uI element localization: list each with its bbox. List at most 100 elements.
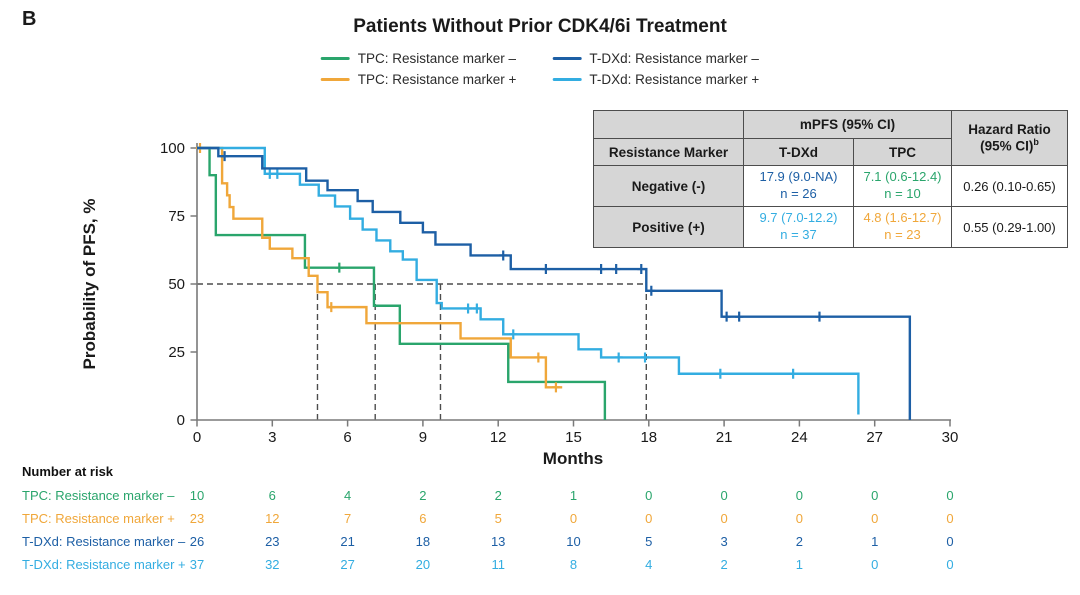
at-risk-count: 21	[340, 534, 355, 549]
marker-negative-label: Negative (-)	[593, 165, 744, 207]
tdxd-negative-mpfs: 17.9 (9.0-NA) n = 26	[743, 165, 854, 207]
at-risk-count: 0	[645, 488, 653, 503]
censor-marks-0	[335, 262, 344, 273]
at-risk-count: 0	[946, 557, 954, 572]
censor-mark	[273, 168, 282, 179]
censor-mark	[815, 311, 824, 322]
at-risk-count: 0	[720, 488, 728, 503]
at-risk-count: 0	[569, 511, 578, 526]
panel-label: B	[22, 8, 37, 30]
legend-swatch-line	[552, 56, 582, 61]
censor-mark	[220, 151, 229, 162]
censor-mark	[789, 368, 798, 379]
legend-item-2: T-DXd: Resistance marker –	[552, 51, 759, 66]
at-risk-count: 20	[415, 557, 431, 572]
censor-mark	[716, 368, 725, 379]
at-risk-count: 0	[946, 534, 954, 549]
legend-item-0: TPC: Resistance marker –	[320, 51, 517, 66]
at-risk-count: 0	[871, 488, 879, 503]
tdxd-positive-mpfs: 9.7 (7.0-12.2) n = 37	[743, 206, 854, 248]
at-risk-count: 1	[871, 534, 879, 549]
censor-mark	[464, 303, 473, 314]
at-risk-count: 11	[491, 557, 505, 572]
km-curve-1	[197, 146, 563, 389]
mpfs-value: 9.7 (7.0-12.2)	[759, 210, 838, 226]
at-risk-group-label: T-DXd: Resistance marker –	[22, 534, 186, 549]
tpc-column-header: TPC	[853, 138, 952, 166]
at-risk-count: 0	[871, 511, 879, 526]
at-risk-count: 2	[494, 488, 502, 503]
y-tick-label: 25	[168, 344, 185, 361]
censor-mark	[641, 352, 650, 363]
mpfs-value: 7.1 (0.6-12.4)	[863, 169, 942, 185]
tdxd-column-header: T-DXd	[743, 138, 854, 166]
mpfs-group-header: mPFS (95% CI)	[743, 110, 952, 139]
x-tick-label: 12	[490, 429, 507, 446]
at-risk-count: 23	[265, 534, 280, 549]
censor-mark	[335, 262, 344, 273]
resistance-marker-header: Resistance Marker	[593, 138, 744, 166]
y-tick-label: 100	[160, 140, 185, 157]
censor-mark	[735, 311, 744, 322]
censor-mark	[637, 264, 646, 275]
at-risk-count: 0	[946, 511, 954, 526]
legend: TPC: Resistance marker – TPC: Resistance …	[320, 51, 759, 87]
censor-mark	[722, 311, 731, 322]
legend-item-label: T-DXd: Resistance marker –	[589, 51, 759, 66]
at-risk-count: 23	[189, 511, 205, 526]
at-risk-count: 0	[795, 488, 803, 503]
at-risk-count: 2	[720, 557, 728, 572]
censor-mark	[265, 168, 274, 179]
n-value: n = 23	[884, 227, 921, 242]
x-tick-label: 18	[640, 429, 657, 446]
at-risk-count: 37	[189, 557, 205, 572]
table-row-positive: Positive (+) 9.7 (7.0-12.2) n = 37 4.8 (…	[593, 206, 1068, 248]
at-risk-count: 18	[415, 534, 431, 549]
at-risk-count: 1	[795, 557, 803, 572]
at-risk-group-label: TPC: Resistance marker +	[22, 511, 175, 526]
x-axis-title: Months	[542, 449, 604, 468]
at-risk-count: 0	[645, 511, 653, 526]
km-curve-0	[197, 146, 607, 420]
legend-swatch-line	[320, 56, 350, 61]
y-tick-label: 50	[168, 276, 185, 293]
x-tick-label: 9	[419, 429, 427, 446]
at-risk-count: 0	[871, 557, 879, 572]
y-tick-label: 75	[168, 208, 185, 225]
legend-item-label: TPC: Resistance marker –	[357, 51, 516, 66]
x-tick-label: 3	[268, 429, 276, 446]
table-row-negative: Negative (-) 17.9 (9.0-NA) n = 26 7.1 (0…	[593, 165, 1068, 207]
hr-header-line2: (95% CI)	[980, 138, 1034, 154]
at-risk-group-label: T-DXd: Resistance marker +	[22, 557, 186, 572]
at-risk-count: 7	[343, 511, 352, 526]
censor-mark	[551, 382, 560, 393]
at-risk-count: 27	[340, 557, 355, 572]
censor-mark	[534, 352, 543, 363]
km-curve-3	[197, 146, 912, 420]
censor-marks-2	[265, 168, 798, 379]
x-tick-label: 21	[716, 429, 733, 446]
x-tick-label: 6	[343, 429, 351, 446]
at-risk-count: 1	[569, 488, 578, 503]
at-risk-count: 8	[569, 557, 578, 572]
censor-mark	[541, 264, 550, 275]
x-tick-label: 0	[193, 429, 201, 446]
at-risk-count: 5	[645, 534, 653, 549]
hazard-ratio-header: Hazard Ratio (95% CI)b	[951, 110, 1068, 166]
at-risk-count: 2	[419, 488, 427, 503]
hazard-ratio-positive: 0.55 (0.29-1.00)	[951, 206, 1068, 248]
at-risk-count: 6	[419, 511, 427, 526]
legend-item-1: TPC: Resistance marker +	[320, 72, 516, 87]
at-risk-count: 4	[645, 557, 653, 572]
at-risk-count: 2	[795, 534, 803, 549]
at-risk-count: 26	[189, 534, 205, 549]
censor-mark	[472, 303, 481, 314]
at-risk-group-label: TPC: Resistance marker –	[22, 488, 175, 503]
at-risk-count: 5	[494, 511, 502, 526]
n-value: n = 26	[780, 186, 817, 201]
y-axis-title: Probability of PFS, %	[80, 198, 99, 370]
legend-item-3: T-DXd: Resistance marker +	[552, 72, 759, 87]
legend-item-label: T-DXd: Resistance marker +	[589, 72, 760, 87]
